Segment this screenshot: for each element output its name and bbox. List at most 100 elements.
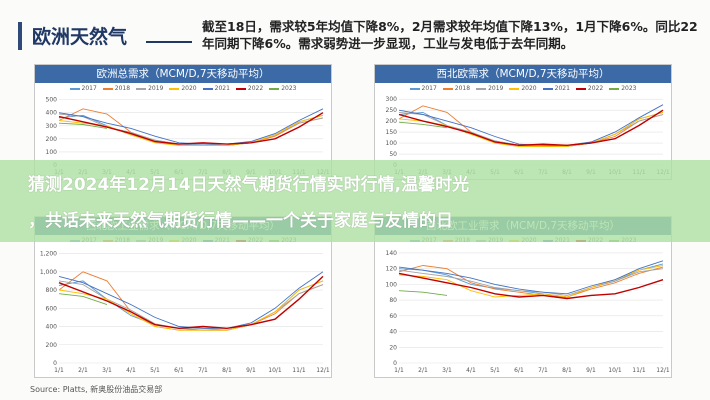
x-tick-label: 12/1 [656, 367, 670, 374]
legend-swatch [542, 87, 553, 90]
y-tick-label: 150 [386, 129, 398, 136]
x-tick-label: 6/1 [174, 367, 184, 374]
legend-entry: 2023 [269, 85, 296, 92]
legend-swatch [202, 87, 213, 90]
y-tick-label: 140 [386, 250, 398, 257]
series-line-2021 [398, 260, 664, 295]
y-tick-label: 120 [386, 266, 398, 273]
x-tick-label: 10/1 [268, 367, 282, 374]
legend-swatch [575, 87, 586, 90]
legend-swatch [102, 87, 113, 90]
y-tick-label: 1,000 [40, 269, 57, 276]
series-line-2020 [398, 111, 664, 147]
y-tick-label: 400 [46, 110, 58, 117]
title-accent-bar [18, 22, 22, 50]
series-line-2022 [58, 275, 324, 330]
legend-swatch [609, 87, 620, 90]
x-tick-label: 11/1 [292, 367, 306, 374]
chart-legend: 2017 2018 2019 2020 2021 2022 2023 [375, 85, 671, 95]
legend-entry: 2021 [202, 85, 230, 92]
x-tick-label: 2/1 [78, 367, 88, 374]
x-tick-label: 8/1 [562, 367, 572, 374]
x-tick-label: 4/1 [126, 367, 136, 374]
legend-swatch [169, 87, 180, 90]
legend-entry: 2017 [69, 85, 97, 92]
legend-swatch [476, 87, 487, 90]
x-tick-label: 9/1 [586, 367, 596, 374]
chart-legend: 2017 2018 2019 2020 2021 2022 2023 [35, 85, 331, 95]
series-line-2019 [398, 268, 664, 296]
series-line-2020 [58, 114, 324, 146]
x-tick-label: 1/1 [394, 367, 404, 374]
page-title: 欧洲天然气 [32, 26, 128, 48]
y-tick-label: 50 [389, 151, 397, 158]
x-tick-label: 3/1 [442, 367, 452, 374]
x-tick-label: 7/1 [538, 367, 548, 374]
legend-swatch [136, 87, 147, 90]
headline-banner: 猜测2024年12月14日天然气期货行情实时行情,温馨时光 ，共话未来天然气期货… [0, 160, 710, 242]
series-line-2023 [398, 290, 448, 296]
y-tick-label: 100 [46, 149, 58, 156]
headline-line-2: ，共话未来天然气期货行情——一个关于家庭与友情的日 [28, 211, 453, 231]
y-tick-label: 100 [386, 140, 398, 147]
x-tick-label: 9/1 [246, 367, 256, 374]
x-tick-label: 11/1 [632, 367, 646, 374]
series-line-2022 [58, 112, 324, 145]
series-line-2021 [58, 271, 324, 329]
x-tick-label: 2/1 [418, 367, 428, 374]
series-line-2023 [398, 121, 448, 129]
headline-line-1: 猜测2024年12月14日天然气期货行情实时行情,温馨时光 [28, 175, 470, 195]
legend-entry: 2019 [476, 85, 503, 92]
x-tick-label: 8/1 [222, 367, 232, 374]
x-tick-label: 5/1 [490, 367, 500, 374]
series-line-2019 [58, 113, 324, 146]
y-tick-label: 250 [386, 107, 398, 114]
chart-title: 欧洲总需求（MCM/D,7天移动平均） [35, 65, 331, 83]
y-tick-label: 200 [46, 342, 58, 349]
y-tick-label: 80 [389, 297, 397, 304]
y-tick-label: 200 [386, 118, 398, 125]
legend-entry: 2018 [442, 85, 470, 92]
series-line-2022 [398, 272, 664, 300]
legend-entry: 2019 [136, 85, 163, 92]
series-line-2020 [58, 280, 324, 331]
legend-entry: 2022 [235, 85, 263, 92]
legend-entry: 2021 [542, 85, 570, 92]
y-tick-label: 1,200 [40, 251, 57, 258]
series-line-2023 [58, 293, 108, 306]
series-line-2019 [58, 280, 324, 331]
y-tick-label: 600 [46, 305, 58, 312]
y-tick-label: 300 [386, 96, 398, 103]
legend-swatch [509, 87, 520, 90]
legend-swatch [442, 87, 453, 90]
legend-entry: 2018 [102, 85, 130, 92]
legend-swatch [409, 87, 420, 90]
y-tick-label: 100 [386, 281, 398, 288]
chart-plot: 0 200 400 600 800 1,000 1,200 1/1 2/1 3/1 4/1 5/1 6/… [40, 251, 330, 374]
summary-note: 截至18日，需求较5年均值下降8%，2月需求较年均值下降13%，1月下降6%。同… [202, 19, 698, 51]
y-tick-label: 200 [46, 136, 58, 143]
legend-entry: 2023 [609, 85, 636, 92]
series-line-2018 [398, 265, 664, 298]
y-tick-label: 20 [389, 344, 397, 351]
y-tick-label: 400 [46, 324, 58, 331]
y-tick-label: 500 [46, 97, 58, 104]
y-tick-label: 300 [46, 123, 58, 130]
y-tick-label: 60 [389, 313, 397, 320]
x-tick-label: 6/1 [514, 367, 524, 374]
x-tick-label: 7/1 [198, 367, 208, 374]
x-tick-label: 5/1 [150, 367, 160, 374]
source-note: Source: Platts, 新奥股份油品交易部 [30, 385, 163, 394]
y-tick-label: 800 [46, 287, 58, 294]
chart-title: 西北欧需求（MCM/D,7天移动平均） [375, 65, 671, 83]
x-tick-label: 3/1 [102, 367, 112, 374]
series-line-2023 [58, 122, 108, 129]
title-underline [146, 41, 192, 43]
y-tick-label: 0 [393, 360, 397, 367]
legend-entry: 2022 [575, 85, 603, 92]
legend-swatch [235, 87, 246, 90]
legend-swatch [69, 87, 80, 90]
legend-entry: 2017 [409, 85, 437, 92]
legend-swatch [269, 87, 280, 90]
y-tick-label: 40 [389, 329, 397, 336]
